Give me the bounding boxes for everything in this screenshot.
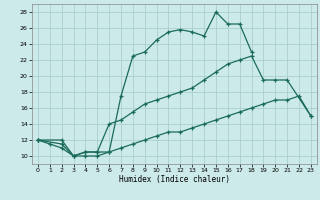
X-axis label: Humidex (Indice chaleur): Humidex (Indice chaleur) (119, 175, 230, 184)
